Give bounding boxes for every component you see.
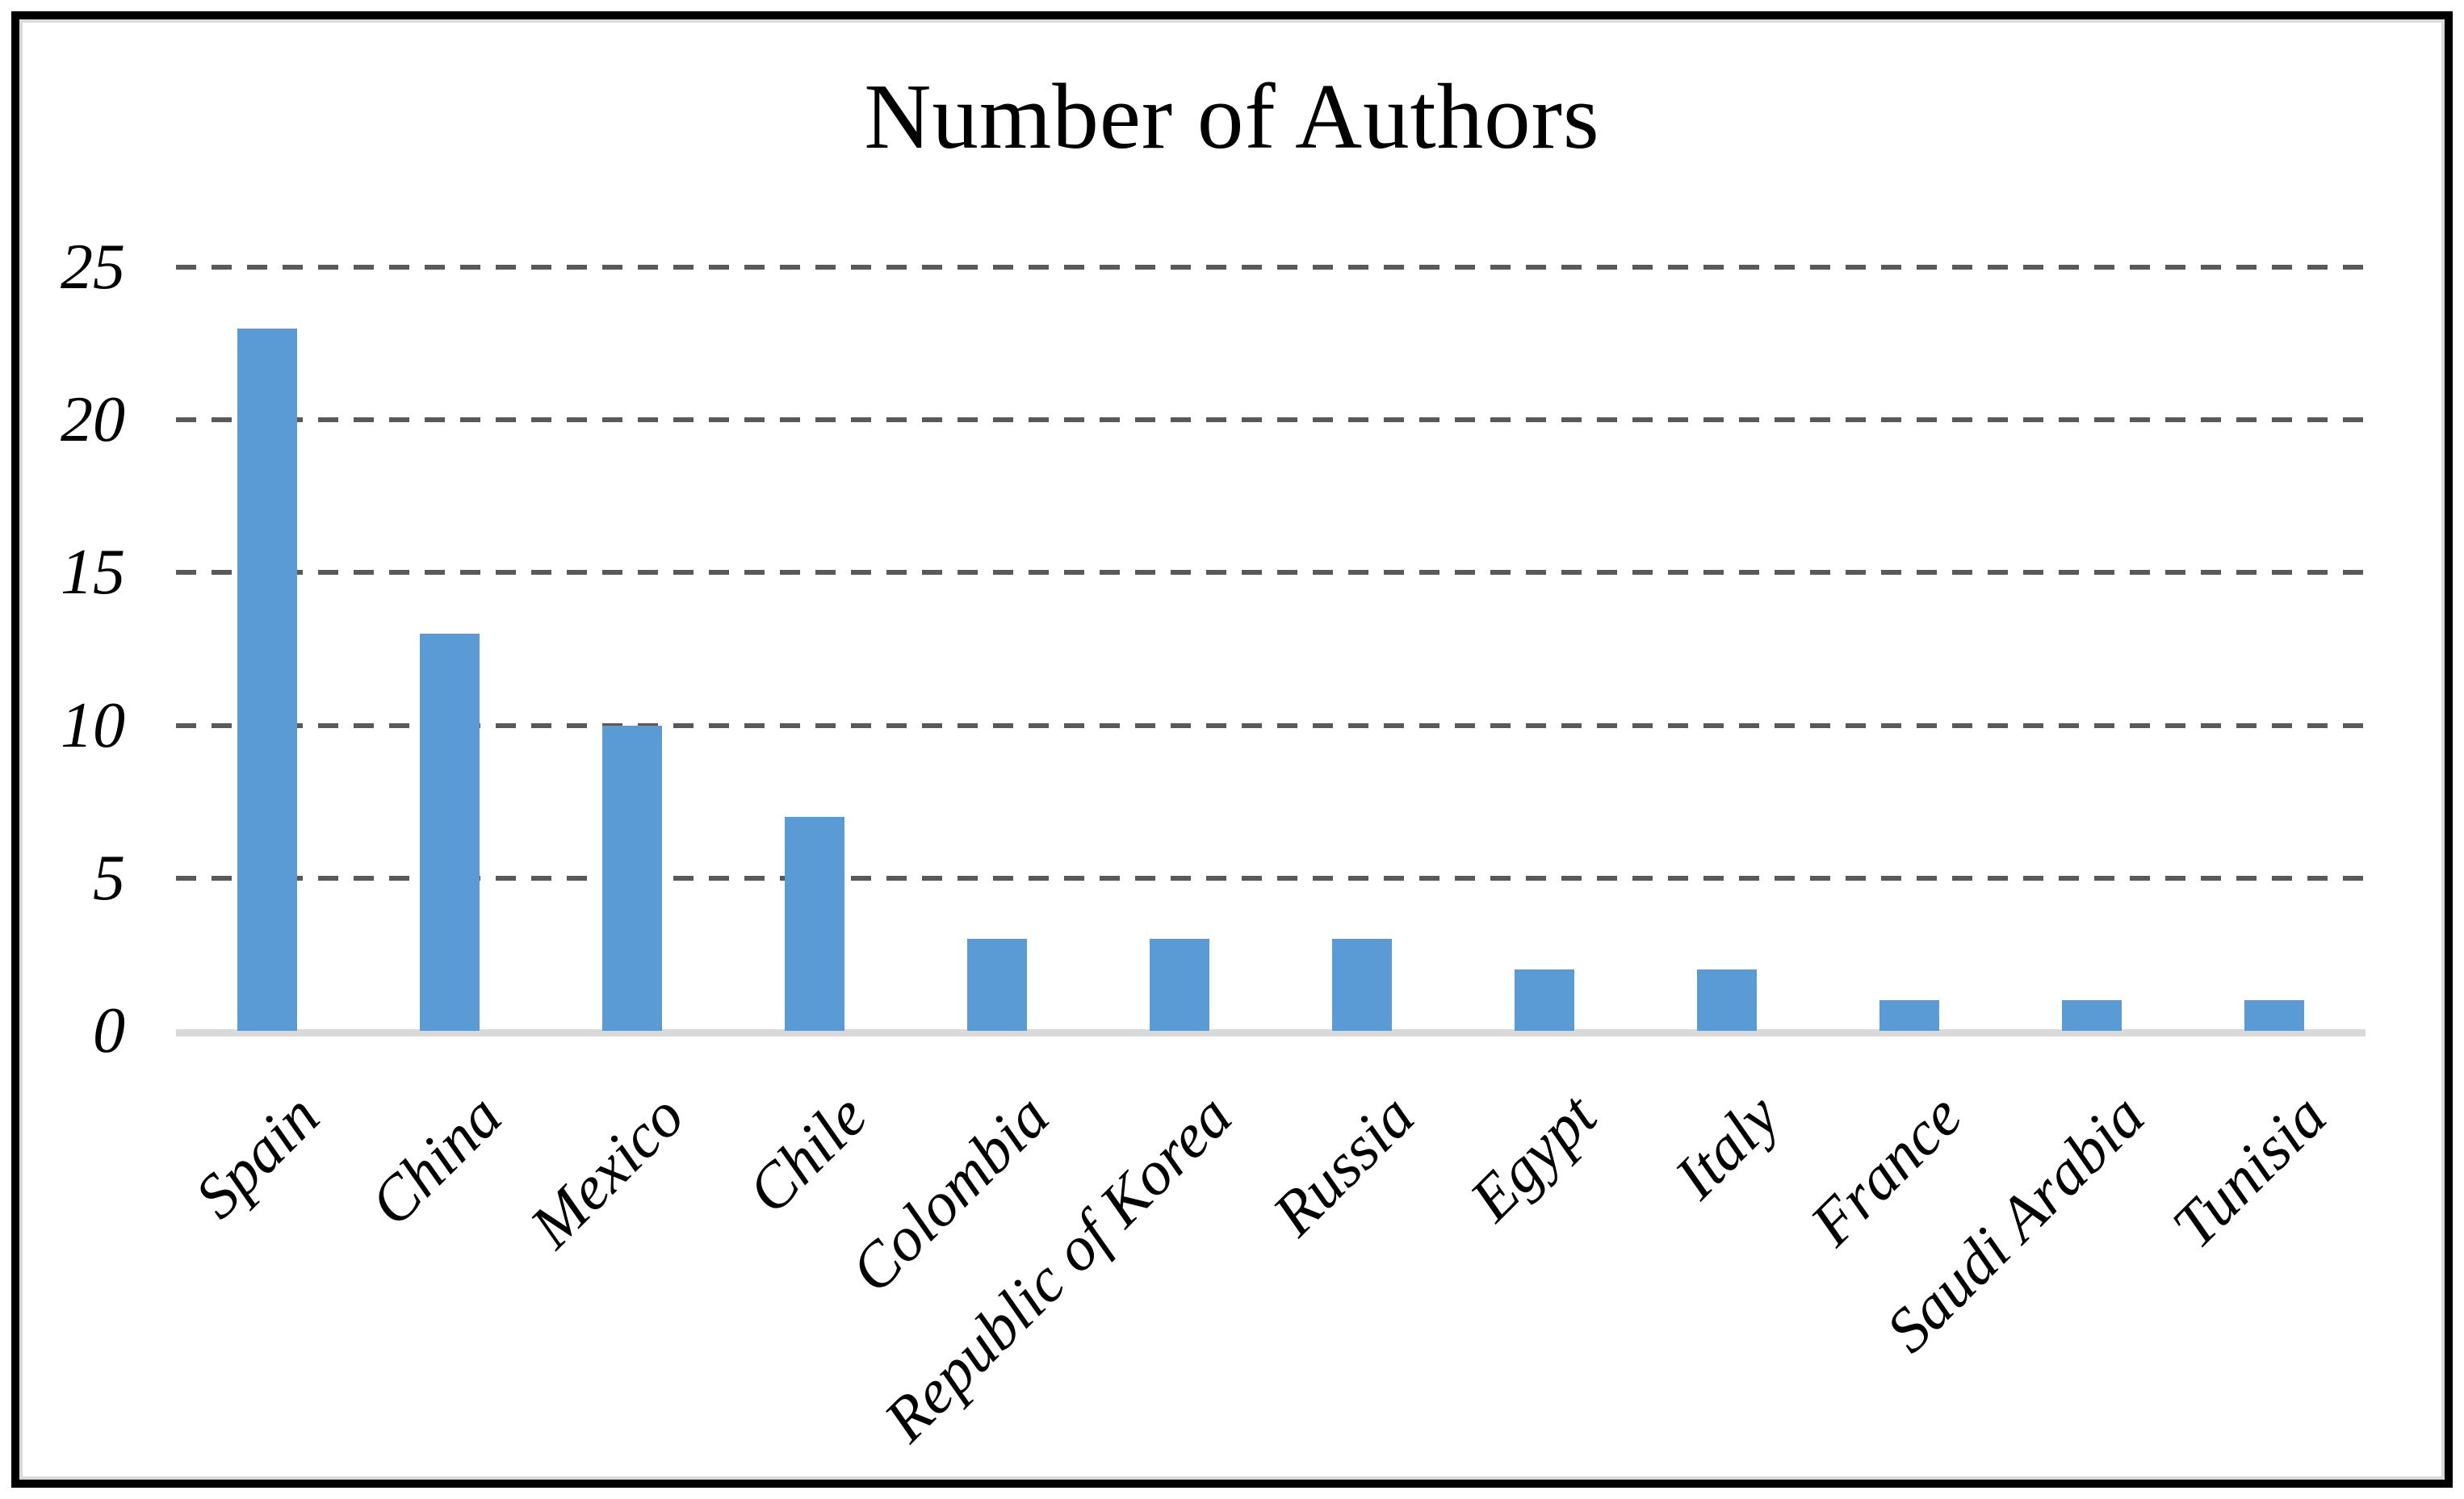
- chart-frame: [11, 11, 2453, 1488]
- bar-colombia: [967, 939, 1027, 1031]
- bar-tunisia: [2244, 1000, 2304, 1031]
- y-axis-tick-label-15: 15: [61, 537, 125, 609]
- y-axis-tick-label-5: 5: [93, 842, 125, 914]
- bar-france: [1879, 1000, 1939, 1031]
- y-axis-tick-label-0: 0: [93, 995, 125, 1066]
- bar-russia: [1332, 939, 1392, 1031]
- bar-china: [420, 634, 480, 1031]
- bar-italy: [1697, 969, 1757, 1031]
- bar-spain: [237, 328, 297, 1031]
- bar-egypt: [1515, 969, 1574, 1031]
- bar-republic-of-korea: [1150, 939, 1209, 1031]
- gridline-y-25: [176, 265, 2366, 270]
- gridline-y-20: [176, 417, 2366, 423]
- gridline-y-5: [176, 875, 2366, 881]
- gridline-y-15: [176, 570, 2366, 576]
- gridline-y-10: [176, 722, 2366, 728]
- bar-mexico: [602, 725, 662, 1031]
- bar-chile: [785, 817, 844, 1031]
- chart-title: Number of Authors: [864, 65, 1600, 168]
- bar-saudi-arabia: [2062, 1000, 2122, 1031]
- y-axis-tick-label-25: 25: [61, 232, 125, 303]
- x-axis-line: [176, 1029, 2366, 1036]
- y-axis-tick-label-20: 20: [61, 384, 125, 456]
- chart-frame-inner-edge: [19, 19, 2445, 1480]
- y-axis-tick-label-10: 10: [61, 689, 125, 761]
